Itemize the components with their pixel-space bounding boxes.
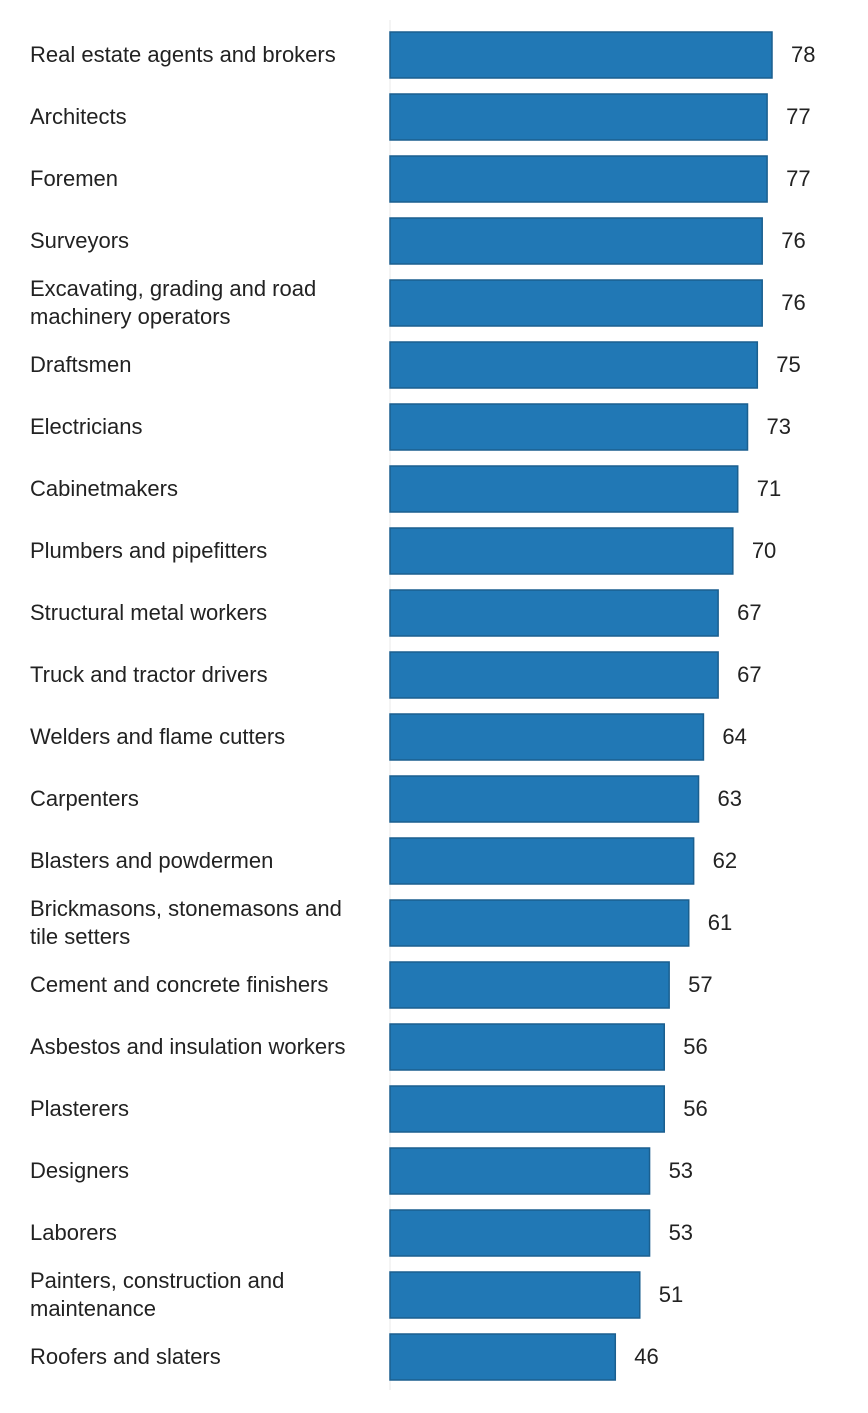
value-label: 77	[786, 166, 811, 191]
value-label: 56	[683, 1034, 708, 1059]
bar	[389, 155, 768, 203]
bar	[389, 1271, 641, 1319]
bar	[389, 31, 773, 79]
category-label: Plasterers	[30, 1096, 130, 1121]
value-label: 73	[766, 414, 791, 439]
bar	[389, 465, 739, 513]
value-label: 51	[658, 1282, 684, 1307]
bar	[389, 1085, 666, 1133]
bar	[389, 589, 719, 637]
value-label: 76	[781, 228, 806, 253]
value-label: 53	[668, 1220, 694, 1245]
category-label: Blasters and powdermen	[30, 848, 274, 873]
value-label: 77	[786, 104, 811, 129]
category-label: Surveyors	[30, 228, 130, 253]
bar	[389, 651, 719, 699]
category-label: Architects	[30, 104, 127, 129]
value-label: 57	[688, 972, 713, 997]
bar	[389, 837, 695, 885]
bar	[389, 961, 670, 1009]
category-label: Real estate agents and brokers	[30, 42, 336, 67]
value-label: 64	[722, 724, 747, 749]
value-label: 61	[707, 910, 733, 935]
category-label: Brickmasons, stonemasons and tile setter…	[30, 896, 342, 949]
bar	[389, 341, 759, 389]
bar	[389, 899, 690, 947]
category-label: Designers	[30, 1158, 130, 1183]
value-label: 63	[717, 786, 743, 811]
bar	[389, 1333, 617, 1381]
category-label: Asbestos and insulation workers	[30, 1034, 346, 1059]
category-label: Truck and tractor drivers	[30, 662, 268, 687]
bar	[389, 1209, 651, 1257]
value-label: 67	[737, 600, 762, 625]
category-label: Painters, construction and maintenance	[30, 1268, 285, 1321]
category-label: Draftsmen	[30, 352, 132, 377]
category-label: Welders and flame cutters	[30, 724, 286, 749]
category-label: Plumbers and pipefitters	[30, 538, 268, 563]
bar	[389, 1023, 666, 1071]
bar	[389, 217, 763, 265]
value-label: 67	[737, 662, 762, 687]
value-label: 46	[634, 1344, 659, 1369]
category-label: Foremen	[30, 166, 119, 191]
category-label: Electricians	[30, 414, 143, 439]
bar	[389, 713, 705, 761]
category-label: Structural metal workers	[30, 600, 268, 625]
value-label: 62	[712, 848, 738, 873]
bars-group	[389, 31, 773, 1381]
bar	[389, 403, 749, 451]
category-label: Cement and concrete finishers	[30, 972, 329, 997]
category-label: Roofers and slaters	[30, 1344, 221, 1369]
value-label: 75	[776, 352, 801, 377]
value-label: 53	[668, 1158, 694, 1183]
category-label: Cabinetmakers	[30, 476, 178, 501]
category-label: Carpenters	[30, 786, 139, 811]
value-label: 56	[683, 1096, 708, 1121]
bar	[389, 775, 700, 823]
bar	[389, 279, 763, 327]
bar	[389, 527, 734, 575]
value-label: 76	[781, 290, 806, 315]
category-label: Laborers	[30, 1220, 117, 1245]
bar	[389, 93, 768, 141]
value-label: 70	[751, 538, 777, 563]
value-label: 71	[756, 476, 782, 501]
category-label: Excavating, grading and road machinery o…	[30, 276, 317, 329]
bar	[389, 1147, 651, 1195]
value-label: 78	[791, 42, 816, 67]
